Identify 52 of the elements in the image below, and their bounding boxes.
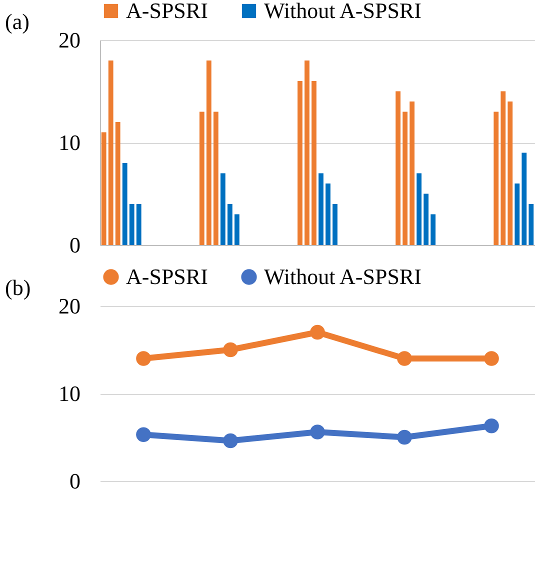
y-tick-label: 10 <box>58 381 80 406</box>
bar <box>508 102 513 245</box>
bar <box>199 112 204 245</box>
point <box>136 427 151 442</box>
bar <box>129 204 134 245</box>
y-tick-label: 0 <box>70 232 80 258</box>
bar <box>206 60 212 245</box>
point <box>223 342 238 358</box>
bar <box>220 173 226 245</box>
legend-label: A-SPSRI <box>126 0 208 23</box>
bar <box>402 112 408 245</box>
point <box>223 433 238 448</box>
bar <box>396 91 401 245</box>
legend-label: Without A-SPSRI <box>264 0 422 23</box>
y-tick-label: 20 <box>58 28 80 52</box>
bar <box>108 60 114 245</box>
bar <box>318 173 324 245</box>
point <box>310 324 325 340</box>
bar <box>298 81 302 245</box>
point <box>136 351 151 366</box>
point <box>484 418 499 434</box>
bar <box>410 102 415 245</box>
bar <box>227 204 232 245</box>
bar <box>326 184 330 245</box>
chart-title: (b) <box>5 275 31 300</box>
bar <box>101 132 106 245</box>
legend-label: A-SPSRI <box>126 264 208 289</box>
bar <box>115 122 120 245</box>
bar <box>304 60 310 245</box>
point <box>397 430 412 445</box>
bar <box>122 163 128 245</box>
bar <box>234 214 240 245</box>
y-tick-label: 10 <box>58 130 80 155</box>
bar <box>424 194 429 245</box>
bar <box>416 173 422 245</box>
y-tick-label: 0 <box>70 468 80 494</box>
bar <box>430 214 436 245</box>
chart-title: (a) <box>5 9 30 34</box>
bar <box>528 204 534 245</box>
bar <box>136 204 142 245</box>
bar <box>500 91 506 245</box>
bar <box>514 184 520 245</box>
bar <box>522 152 527 245</box>
y-tick-label: 20 <box>58 294 80 318</box>
bar <box>312 81 316 245</box>
point <box>310 424 325 440</box>
bar <box>213 112 218 245</box>
legend-label: Without A-SPSRI <box>264 264 422 289</box>
point <box>397 351 412 366</box>
bar <box>332 204 338 245</box>
bar <box>494 112 499 245</box>
point <box>484 351 499 366</box>
